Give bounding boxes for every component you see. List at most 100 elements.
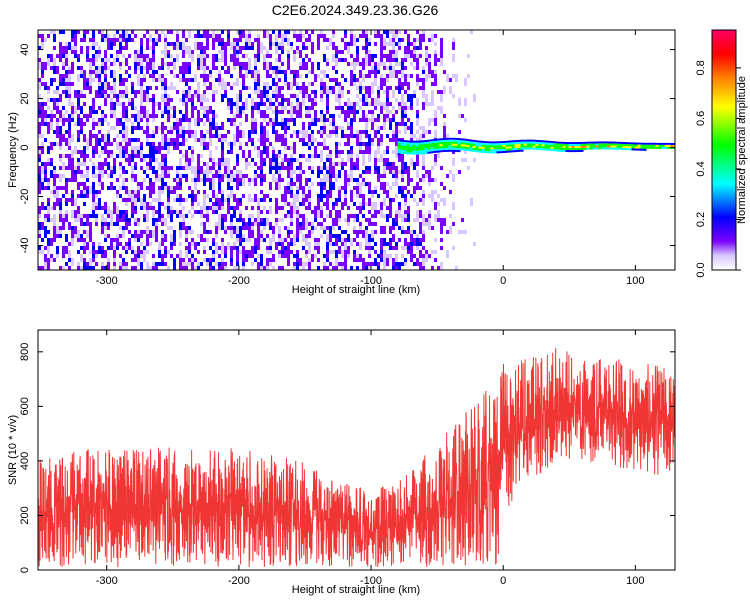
heatmap-cell <box>89 34 92 38</box>
heatmap-cell <box>413 202 416 206</box>
heatmap-cell <box>194 114 197 118</box>
heatmap-cell <box>95 190 98 194</box>
heatmap-cell <box>122 78 125 86</box>
heatmap-cell <box>98 34 101 42</box>
heatmap-cell <box>86 114 89 118</box>
heatmap-cell <box>47 134 50 142</box>
heatmap-cell <box>224 206 227 210</box>
heatmap-cell <box>77 66 80 70</box>
heatmap-cell <box>278 70 281 74</box>
heatmap-cell <box>167 226 170 230</box>
heatmap-cell <box>38 194 41 198</box>
heatmap-cell <box>50 66 53 70</box>
heatmap-cell <box>389 38 392 42</box>
heatmap-cell <box>107 134 110 142</box>
heatmap-cell <box>377 250 380 254</box>
heatmap-cell <box>392 50 395 54</box>
heatmap-cell <box>182 38 185 42</box>
heatmap-cell <box>458 98 461 106</box>
heatmap-cell <box>242 258 245 262</box>
heatmap-cell <box>47 246 50 254</box>
heatmap-cell <box>173 242 176 246</box>
heatmap-cell <box>239 122 242 126</box>
heatmap-cell <box>149 58 152 66</box>
heatmap-cell <box>257 210 260 214</box>
heatmap-cell <box>326 150 329 154</box>
heatmap-cell <box>68 242 71 246</box>
heatmap-cell <box>137 54 140 58</box>
heatmap-cell <box>128 162 131 166</box>
heatmap-cell <box>287 194 290 198</box>
heatmap-cell <box>383 78 386 82</box>
heatmap-cell <box>95 126 98 130</box>
heatmap-cell <box>236 266 239 270</box>
heatmap-cell <box>427 141 431 144</box>
heatmap-cell <box>47 126 50 134</box>
heatmap-cell <box>146 66 149 70</box>
heatmap-cell <box>437 230 440 238</box>
heatmap-cell <box>365 50 368 54</box>
heatmap-cell <box>38 82 41 90</box>
heatmap-cell <box>320 74 323 78</box>
heatmap-cell <box>296 146 299 150</box>
heatmap-cell <box>389 54 392 62</box>
heatmap-cell <box>389 138 392 142</box>
heatmap-cell <box>71 182 74 190</box>
heatmap-cell <box>74 174 77 182</box>
heatmap-cell <box>421 146 425 149</box>
heatmap-cell <box>272 150 275 154</box>
heatmap-cell <box>203 202 206 210</box>
heatmap-cell <box>419 186 422 190</box>
heatmap-cell <box>224 170 227 174</box>
heatmap-cell <box>383 254 386 262</box>
heatmap-cell <box>176 170 179 174</box>
heatmap-cell <box>269 266 272 270</box>
heatmap-cell <box>356 250 359 254</box>
heatmap-cell <box>344 182 347 190</box>
heatmap-cell <box>38 102 41 106</box>
heatmap-cell <box>146 246 149 250</box>
heatmap-cell <box>119 50 122 54</box>
heatmap-cell <box>395 138 398 146</box>
heatmap-cell <box>335 114 338 122</box>
heatmap-cell <box>230 246 233 254</box>
heatmap-cell <box>427 143 431 146</box>
heatmap-cell <box>377 46 380 50</box>
heatmap-cell <box>308 142 311 146</box>
heatmap-cell <box>80 142 83 150</box>
figure-title: C2E6.2024.349.23.36.G26 <box>272 2 439 18</box>
heatmap-cell <box>230 154 233 158</box>
heatmap-cell <box>107 222 110 226</box>
heatmap-cell <box>269 62 272 66</box>
heatmap-cell <box>224 198 227 202</box>
heatmap-cell <box>403 144 407 147</box>
heatmap-cell <box>329 250 332 254</box>
heatmap-cell <box>170 98 173 102</box>
heatmap-cell <box>377 58 380 62</box>
heatmap-cell <box>116 138 119 142</box>
heatmap-cell <box>74 106 77 114</box>
heatmap-cell <box>89 258 92 266</box>
heatmap-cell <box>41 62 44 66</box>
heatmap-cell <box>353 178 356 182</box>
heatmap-cell <box>146 250 149 254</box>
heatmap-cell <box>155 238 158 242</box>
heatmap-cell <box>233 150 236 154</box>
heatmap-cell <box>263 90 266 94</box>
heatmap-cell <box>143 238 146 246</box>
heatmap-cell <box>406 150 410 153</box>
heatmap-cell <box>128 138 131 142</box>
heatmap-cell <box>440 162 443 166</box>
heatmap-cell <box>266 210 269 214</box>
heatmap-cell <box>119 38 122 42</box>
heatmap-cell <box>194 34 197 38</box>
heatmap-cell <box>266 174 269 178</box>
heatmap-cell <box>107 190 110 194</box>
heatmap-cell <box>248 130 251 134</box>
heatmap-cell <box>155 150 158 154</box>
heatmap-cell <box>260 126 263 130</box>
heatmap-cell <box>182 154 185 158</box>
heatmap-cell <box>290 146 293 150</box>
heatmap-cell <box>47 30 50 34</box>
heatmap-cell <box>215 122 218 126</box>
